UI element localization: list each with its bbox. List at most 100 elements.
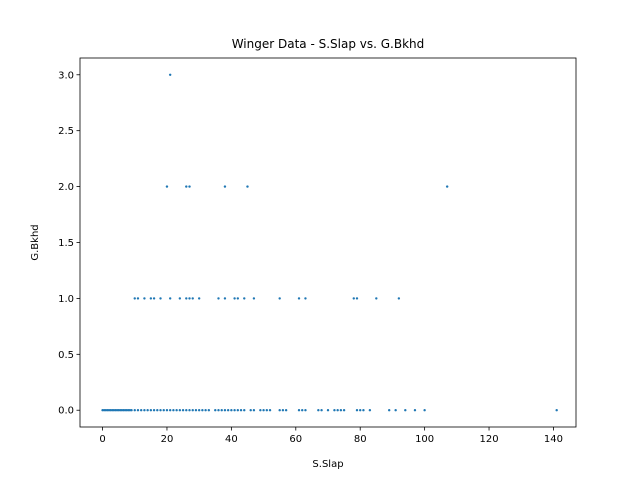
data-point — [339, 409, 343, 412]
data-point — [397, 297, 401, 300]
data-point — [220, 409, 223, 412]
data-point — [143, 409, 146, 412]
data-point — [394, 409, 397, 412]
data-point — [130, 409, 133, 412]
data-point — [304, 409, 307, 412]
y-tick-label: 1.0 — [58, 294, 74, 305]
data-point — [136, 297, 140, 300]
data-point — [156, 409, 159, 412]
data-point — [188, 185, 191, 188]
data-point — [136, 409, 140, 412]
x-tick-label: 60 — [289, 434, 302, 445]
data-point — [168, 73, 172, 76]
x-tick-label: 80 — [354, 434, 367, 445]
points-layer — [101, 73, 558, 412]
data-point — [185, 185, 188, 188]
data-point — [265, 409, 269, 412]
data-point — [387, 409, 391, 412]
data-point — [375, 297, 378, 300]
data-point — [159, 409, 162, 412]
data-point — [185, 297, 188, 300]
data-point — [423, 409, 426, 412]
data-point — [236, 409, 240, 412]
data-point — [246, 185, 249, 188]
x-tick-label: 100 — [415, 434, 434, 445]
data-point — [217, 409, 220, 412]
data-point — [152, 297, 156, 300]
data-point — [165, 185, 169, 188]
data-point — [178, 409, 182, 412]
data-point — [133, 297, 136, 300]
data-point — [333, 409, 336, 412]
data-point — [243, 297, 246, 300]
data-point — [404, 409, 407, 412]
data-point — [284, 409, 288, 412]
data-point — [181, 409, 185, 412]
data-point — [268, 409, 272, 412]
data-point — [226, 409, 230, 412]
data-point — [133, 409, 136, 412]
data-point — [239, 409, 243, 412]
data-point — [152, 409, 156, 412]
data-point — [188, 297, 191, 300]
x-axis-ticks: 0 20 40 60 80 100 120 140 — [99, 427, 563, 445]
x-tick-label: 120 — [479, 434, 498, 445]
data-point — [359, 409, 362, 412]
data-point — [188, 409, 191, 412]
data-point — [139, 409, 143, 412]
y-tick-label: 0.5 — [58, 350, 74, 361]
x-tick-label: 20 — [161, 434, 174, 445]
data-point — [223, 297, 227, 300]
data-point — [342, 409, 346, 412]
data-point — [355, 297, 359, 300]
data-point — [555, 409, 558, 412]
data-point — [362, 409, 365, 412]
data-point — [368, 409, 372, 412]
data-point — [259, 409, 262, 412]
data-point — [230, 409, 233, 412]
data-point — [252, 297, 256, 300]
data-point — [301, 409, 304, 412]
data-point — [223, 409, 227, 412]
data-point — [278, 297, 281, 300]
x-axis-label: S.Slap — [312, 459, 343, 470]
data-point — [172, 409, 175, 412]
data-point — [185, 409, 188, 412]
data-point — [191, 297, 194, 300]
data-point — [252, 409, 256, 412]
data-point — [304, 297, 307, 300]
data-point — [413, 409, 417, 412]
data-point — [149, 409, 153, 412]
data-point — [233, 297, 236, 300]
y-tick-label: 2.5 — [58, 126, 74, 137]
data-point — [175, 409, 178, 412]
data-point — [281, 409, 285, 412]
data-point — [326, 409, 330, 412]
x-tick-label: 140 — [544, 434, 563, 445]
y-tick-label: 0.0 — [58, 406, 74, 417]
y-tick-label: 2.0 — [58, 182, 74, 193]
data-point — [336, 409, 339, 412]
data-point — [194, 409, 198, 412]
data-point — [278, 409, 281, 412]
data-point — [201, 409, 204, 412]
data-point — [445, 185, 449, 188]
data-point — [355, 409, 359, 412]
y-axis-ticks: 0.0 0.5 1.0 1.5 2.0 2.5 3.0 — [58, 70, 80, 417]
data-point — [191, 409, 194, 412]
data-point — [149, 297, 153, 300]
data-point — [168, 409, 172, 412]
data-point — [233, 409, 236, 412]
x-tick-label: 40 — [225, 434, 238, 445]
data-point — [165, 409, 169, 412]
data-point — [207, 409, 211, 412]
data-point — [217, 297, 220, 300]
x-tick-label: 0 — [99, 434, 105, 445]
data-point — [159, 297, 162, 300]
data-point — [223, 185, 227, 188]
chart-title: Winger Data - S.Slap vs. G.Bkhd — [232, 37, 425, 51]
data-point — [243, 409, 246, 412]
data-point — [143, 297, 146, 300]
